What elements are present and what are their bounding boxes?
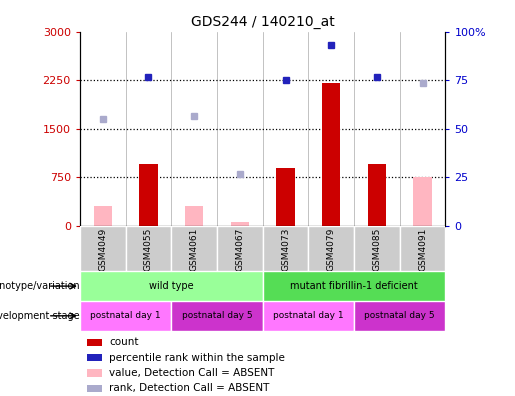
- Text: GSM4073: GSM4073: [281, 228, 290, 271]
- Text: postnatal day 1: postnatal day 1: [90, 311, 161, 320]
- Text: rank, Detection Call = ABSENT: rank, Detection Call = ABSENT: [109, 383, 269, 393]
- Text: postnatal day 5: postnatal day 5: [182, 311, 252, 320]
- Bar: [87, 385, 102, 392]
- Bar: [80, 271, 263, 301]
- Bar: [217, 226, 263, 271]
- Text: value, Detection Call = ABSENT: value, Detection Call = ABSENT: [109, 368, 274, 378]
- Bar: [263, 226, 308, 271]
- Bar: [94, 206, 112, 226]
- Bar: [80, 301, 171, 331]
- Bar: [185, 206, 203, 226]
- Text: GSM4067: GSM4067: [235, 228, 244, 271]
- Text: GSM4091: GSM4091: [418, 228, 427, 271]
- Bar: [126, 226, 171, 271]
- Text: wild type: wild type: [149, 281, 194, 291]
- Bar: [171, 226, 217, 271]
- Bar: [414, 177, 432, 226]
- Text: GSM4055: GSM4055: [144, 228, 153, 271]
- Bar: [80, 226, 126, 271]
- Bar: [231, 222, 249, 226]
- Text: GSM4085: GSM4085: [372, 228, 382, 271]
- Bar: [139, 164, 158, 226]
- Bar: [322, 84, 340, 226]
- Text: GSM4061: GSM4061: [190, 228, 199, 271]
- Bar: [171, 301, 263, 331]
- Bar: [308, 226, 354, 271]
- Bar: [87, 354, 102, 361]
- Bar: [400, 226, 445, 271]
- Text: GSM4049: GSM4049: [98, 228, 107, 271]
- Bar: [354, 301, 445, 331]
- Text: GSM4079: GSM4079: [327, 228, 336, 271]
- Text: development stage: development stage: [0, 311, 80, 321]
- Bar: [87, 339, 102, 346]
- Text: percentile rank within the sample: percentile rank within the sample: [109, 352, 285, 363]
- Text: genotype/variation: genotype/variation: [0, 281, 80, 291]
- Bar: [354, 226, 400, 271]
- Text: count: count: [109, 337, 139, 347]
- Text: postnatal day 5: postnatal day 5: [365, 311, 435, 320]
- Text: mutant fibrillin-1 deficient: mutant fibrillin-1 deficient: [290, 281, 418, 291]
- Text: postnatal day 1: postnatal day 1: [273, 311, 344, 320]
- Title: GDS244 / 140210_at: GDS244 / 140210_at: [191, 15, 335, 29]
- Bar: [263, 271, 445, 301]
- Bar: [263, 301, 354, 331]
- Bar: [277, 168, 295, 226]
- Bar: [368, 164, 386, 226]
- Bar: [87, 369, 102, 377]
